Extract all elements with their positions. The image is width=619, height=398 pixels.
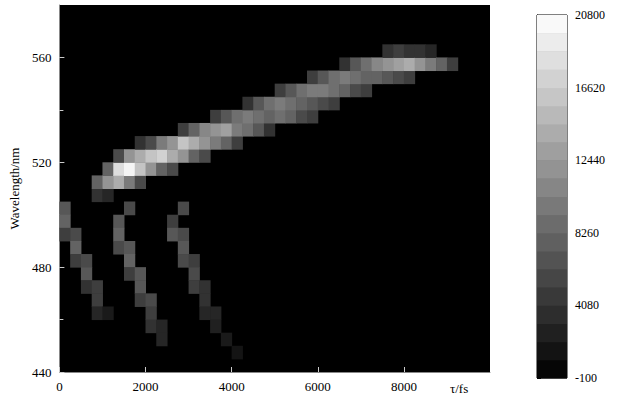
svg-text:-100: -100 xyxy=(575,371,597,385)
svg-text:Wavelength/nm: Wavelength/nm xyxy=(7,148,22,230)
svg-text:12440: 12440 xyxy=(575,153,605,167)
svg-text:560: 560 xyxy=(32,50,52,65)
svg-text:τ/fs: τ/fs xyxy=(450,381,468,396)
svg-text:6000: 6000 xyxy=(305,379,331,394)
svg-text:4080: 4080 xyxy=(575,298,599,312)
svg-text:16620: 16620 xyxy=(575,81,605,95)
svg-text:4000: 4000 xyxy=(219,379,245,394)
svg-text:520: 520 xyxy=(32,155,52,170)
svg-text:440: 440 xyxy=(32,365,52,380)
svg-text:480: 480 xyxy=(32,260,52,275)
svg-text:8000: 8000 xyxy=(391,379,417,394)
svg-text:20800: 20800 xyxy=(575,8,605,22)
svg-text:2000: 2000 xyxy=(133,379,159,394)
svg-text:0: 0 xyxy=(56,379,63,394)
svg-text:8260: 8260 xyxy=(575,226,599,240)
